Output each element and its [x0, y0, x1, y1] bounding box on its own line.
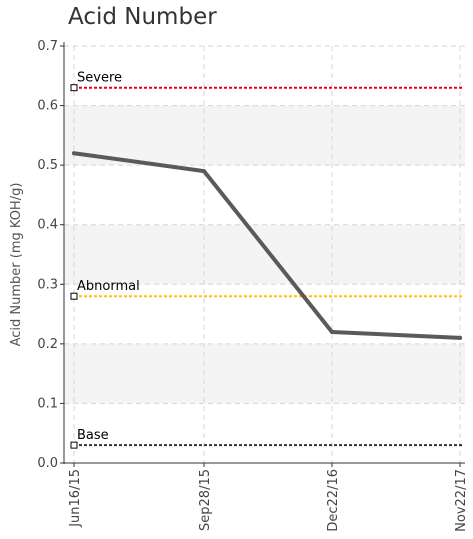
threshold-label: Abnormal [77, 279, 140, 294]
data-point [72, 151, 76, 156]
threshold-marker [70, 84, 78, 92]
series-layer [72, 151, 462, 340]
y-tick-label: 0.6 [37, 99, 58, 114]
threshold-marker [70, 292, 78, 300]
marker-layer [70, 84, 78, 449]
data-point [202, 169, 206, 174]
data-point [330, 329, 334, 334]
y-band [64, 105, 465, 166]
x-tick-label: Sep28/15 [198, 469, 213, 531]
y-tick-label: 0.1 [37, 396, 58, 411]
x-tick-label: Nov22/17 [454, 469, 469, 532]
y-tick-label: 0.5 [37, 158, 58, 173]
x-tick-label: Jun16/15 [68, 469, 83, 528]
chart-title: Acid Number [68, 4, 217, 30]
y-tick-label: 0.7 [37, 39, 58, 54]
y-tick-label: 0.2 [37, 337, 58, 352]
y-tick-label: 0.3 [37, 277, 58, 292]
threshold-label: Base [77, 428, 109, 443]
grid-layer [64, 45, 465, 463]
threshold-label: Severe [77, 71, 122, 86]
bands-layer [64, 105, 465, 404]
series-line [72, 151, 462, 340]
y-band [64, 224, 465, 285]
y-band [64, 343, 465, 404]
y-tick-label: 0.4 [37, 218, 58, 233]
y-tick-label: 0.0 [37, 456, 58, 471]
threshold-marker [70, 441, 78, 449]
axes-layer: 0.0 0.1 0.2 0.3 0.4 0.5 0.6 0.7 Jun16/15 Sep28/15… [9, 39, 469, 532]
x-tick-label: Dec22/16 [326, 469, 341, 532]
data-point [458, 335, 462, 340]
y-axis-title: Acid Number (mg KOH/g) [9, 183, 24, 347]
label-layer: Severe Abnormal Base [77, 71, 140, 443]
